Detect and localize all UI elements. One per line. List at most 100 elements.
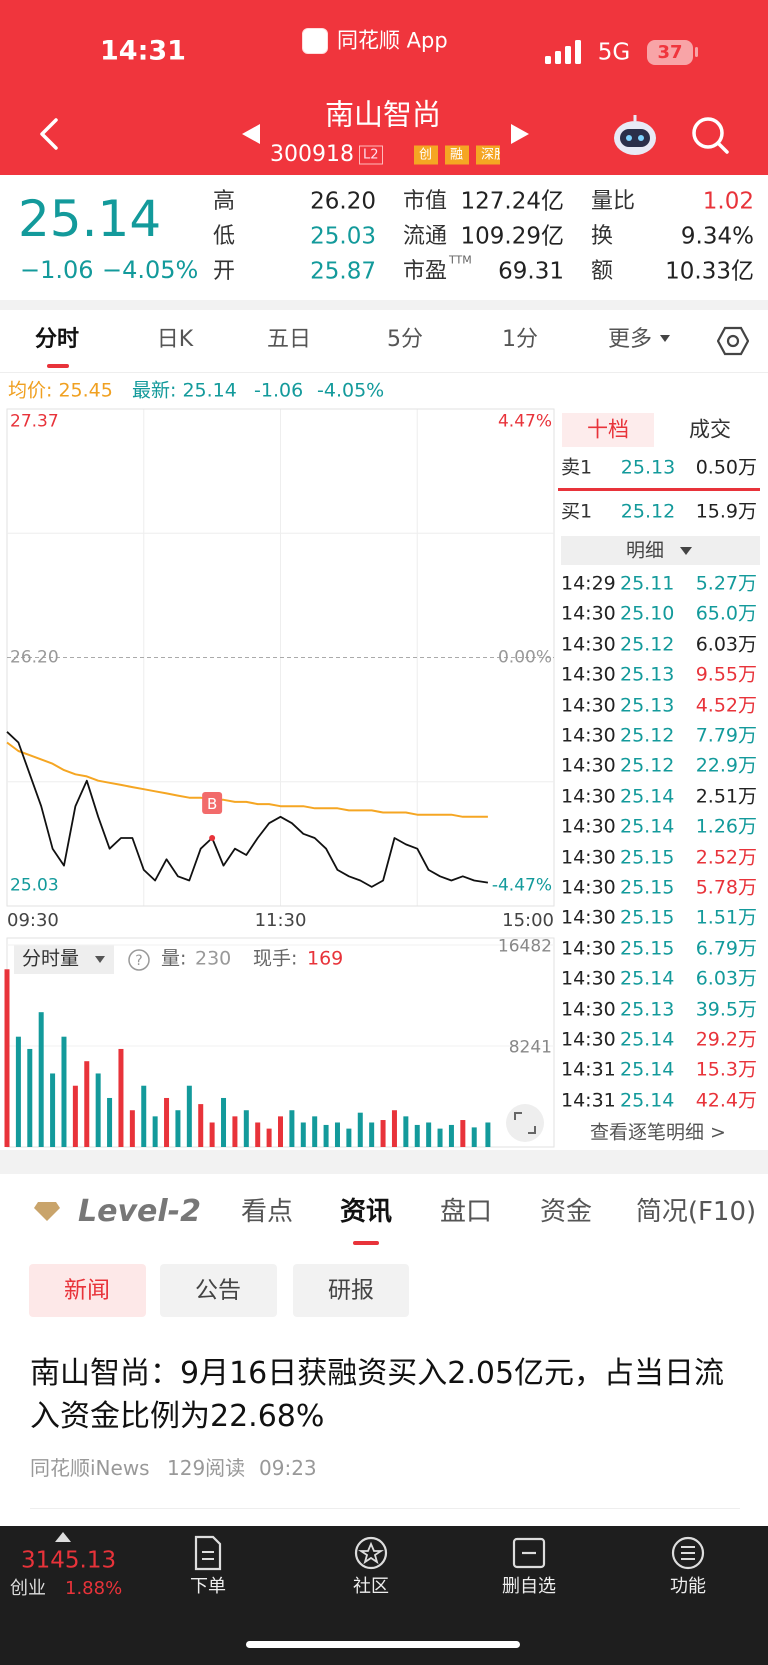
news-title[interactable]: 南山智尚：9月16日获融资买入2.05亿元，占当日流入资金比例为22.68%: [30, 1356, 725, 1434]
clock: 14:31: [100, 35, 186, 67]
level2-icon: [34, 1202, 60, 1221]
volume-bar: [84, 1061, 90, 1147]
trade-price: 25.15: [620, 937, 675, 960]
info-subtab[interactable]: 研报: [328, 1277, 374, 1304]
volume-bar: [255, 1122, 261, 1147]
trade-price: 25.14: [620, 785, 675, 808]
nav-community-icon[interactable]: [353, 1535, 389, 1571]
latest-change-pct: -4.05%: [317, 379, 385, 402]
orderbook-tab-bg: [562, 413, 654, 447]
info-subtab[interactable]: 新闻: [64, 1277, 110, 1304]
trade-price: 25.14: [620, 1089, 675, 1112]
trade-time: 14:30: [561, 815, 616, 838]
info-tab[interactable]: 资讯: [339, 1197, 393, 1227]
nav-label[interactable]: 删自选: [502, 1576, 556, 1597]
tab[interactable]: 更多: [607, 327, 653, 352]
settings-button[interactable]: [717, 326, 749, 356]
badge: 创: [414, 145, 438, 165]
volume-bar: [232, 1116, 238, 1147]
trade-price: 25.15: [620, 906, 675, 929]
svg-text:?: ?: [135, 953, 142, 969]
tab[interactable]: 分时: [34, 327, 80, 352]
search-button[interactable]: [690, 115, 730, 155]
battery-tip: [695, 47, 698, 57]
volume-bar: [391, 1110, 397, 1147]
y-tick-label: 25.03: [10, 875, 59, 896]
divider: [0, 300, 768, 310]
stat-value: 9.34%: [680, 223, 754, 250]
assistant-icon[interactable]: [612, 113, 658, 157]
trade-volume: 6.79万: [695, 937, 757, 960]
nav-label[interactable]: 下单: [190, 1576, 226, 1597]
nav-order-icon[interactable]: [193, 1535, 223, 1571]
index-value[interactable]: 3145.13: [21, 1547, 117, 1574]
subtab-bg[interactable]: [160, 1264, 277, 1317]
trade-volume: 5.78万: [695, 876, 757, 899]
nav-label[interactable]: 功能: [670, 1576, 706, 1597]
price-change: −1.06: [20, 256, 94, 284]
stat-value: 109.29亿: [460, 223, 564, 250]
trade-volume: 9.55万: [695, 663, 757, 686]
volume-bar: [266, 1128, 272, 1147]
sell-volume: 0.50万: [695, 456, 757, 479]
next-stock[interactable]: [509, 122, 531, 146]
trade-time: 14:30: [561, 663, 616, 686]
expand-button[interactable]: [506, 1104, 544, 1142]
info-tab[interactable]: 资金: [539, 1197, 593, 1227]
stock-name: 南山智尚: [324, 97, 442, 132]
trade-time: 14:30: [561, 846, 616, 869]
stat-value: 26.20: [310, 188, 376, 215]
orderbook-tab[interactable]: 成交: [689, 417, 731, 442]
battery-level: 37: [657, 42, 683, 63]
volume-bar: [186, 1085, 192, 1147]
volume-bar: [323, 1124, 329, 1147]
info-subtab[interactable]: 公告: [195, 1277, 241, 1304]
tab[interactable]: 日K: [156, 327, 194, 352]
subtab-bg[interactable]: [293, 1264, 409, 1317]
back-button[interactable]: [36, 117, 64, 151]
more-details[interactable]: 查看逐笔明细 >: [590, 1121, 726, 1144]
trade-time: 14:30: [561, 724, 616, 747]
nav-remove-icon[interactable]: [512, 1537, 546, 1569]
detail-toggle[interactable]: 明细: [625, 539, 665, 562]
orderbook-line: [558, 488, 760, 491]
trade-time: 14:31: [561, 1058, 616, 1081]
price-change-pct: −4.05%: [102, 256, 199, 284]
volume-bar: [72, 1085, 78, 1147]
volume-title[interactable]: 分时量: [22, 947, 80, 970]
trade-time: 14:30: [561, 602, 616, 625]
volume-bar: [164, 1097, 170, 1147]
app-name: 同花顺 App: [337, 28, 448, 53]
info-tab[interactable]: 看点: [240, 1197, 294, 1227]
trade-price: 25.13: [620, 694, 675, 717]
info-tab[interactable]: 盘口: [439, 1197, 493, 1227]
trade-volume: 15.3万: [695, 1058, 757, 1081]
info-tab[interactable]: 简况(F10): [635, 1197, 757, 1227]
dropdown-arrow: [660, 335, 670, 342]
news-source: 同花顺iNews: [30, 1456, 150, 1480]
news-time: 09:23: [259, 1456, 317, 1480]
stock-code: 300918: [270, 142, 354, 167]
orderbook-tab[interactable]: 十档: [587, 417, 629, 442]
trade-volume: 6.03万: [695, 967, 757, 990]
app-icon: [302, 28, 328, 54]
tab[interactable]: 5分: [387, 327, 423, 352]
prev-stock[interactable]: [240, 122, 262, 146]
info-tab-indicator: [353, 1241, 379, 1245]
detail-bg: [561, 536, 760, 565]
volume-title-bg[interactable]: [14, 945, 114, 974]
stat-label: 高: [213, 189, 236, 214]
trade-price: 25.15: [620, 846, 675, 869]
tab[interactable]: 1分: [502, 327, 538, 352]
stat-value: 25.03: [310, 223, 376, 250]
trade-time: 14:30: [561, 785, 616, 808]
nav-menu-icon[interactable]: [670, 1535, 706, 1571]
nav-label[interactable]: 社区: [353, 1576, 389, 1597]
help-icon[interactable]: ?: [127, 948, 151, 972]
trade-time: 14:30: [561, 633, 616, 656]
volume-bar: [61, 1036, 67, 1147]
subtab-bg[interactable]: [29, 1264, 146, 1317]
home-indicator: [246, 1641, 520, 1648]
tab[interactable]: 五日: [266, 327, 312, 352]
